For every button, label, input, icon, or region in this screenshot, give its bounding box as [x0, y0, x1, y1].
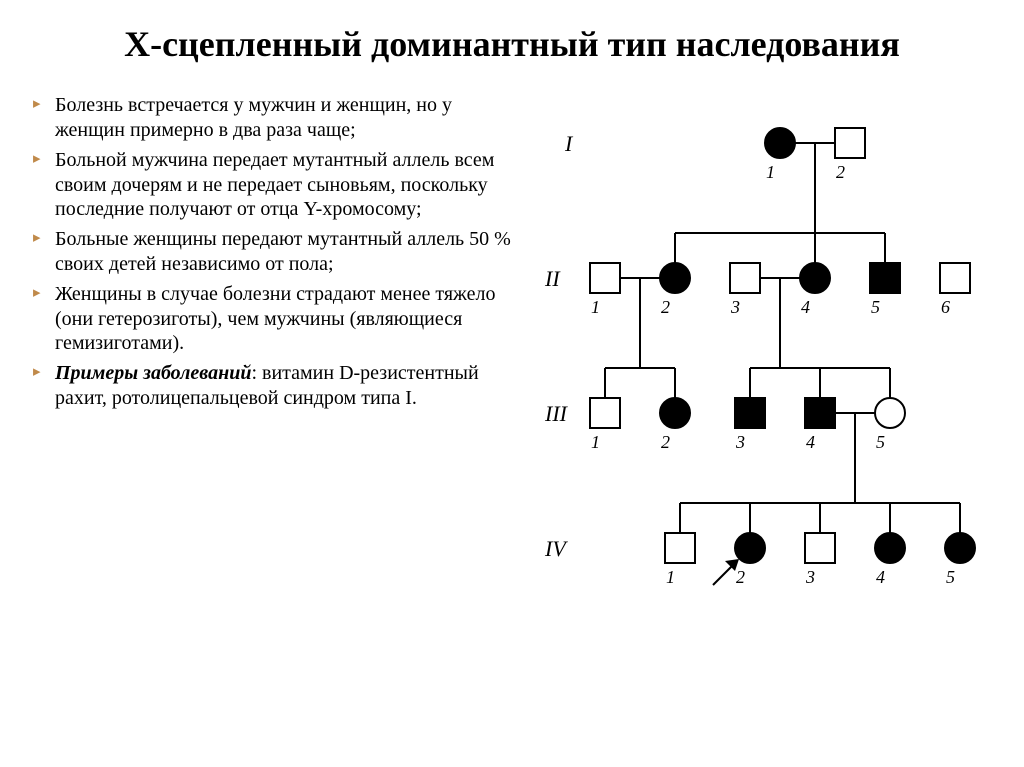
pedigree-diagram: I 1 2 II 1 2 3 4 5 6 III 1 2 3 4 5 IV 1 2 3 4 5 [525, 93, 1014, 633]
bullet-item: Женщины в случае болезни страдают менее … [30, 282, 525, 355]
male-node [835, 128, 865, 158]
male-node [665, 533, 695, 563]
female-node [800, 263, 830, 293]
male-node [870, 263, 900, 293]
node-id-label: 1 [591, 432, 600, 452]
node-id-label: 4 [801, 297, 810, 317]
bullet-item: Больной мужчина передает мутантный аллел… [30, 148, 525, 221]
female-node [660, 263, 690, 293]
node-id-label: 2 [736, 567, 745, 587]
node-id-label: 6 [941, 297, 950, 317]
examples-label: Примеры заболеваний [55, 362, 251, 384]
male-node [590, 398, 620, 428]
node-id-label: 2 [836, 162, 845, 182]
female-node [765, 128, 795, 158]
node-id-label: 4 [806, 432, 815, 452]
node-id-label: 1 [766, 162, 775, 182]
node-id-label: 5 [946, 567, 955, 587]
node-id-label: 1 [666, 567, 675, 587]
bullet-item-examples: Примеры заболеваний: витамин D-резистент… [30, 361, 525, 410]
content-row: Болезнь встречается у мужчин и женщин, н… [0, 75, 1024, 633]
page-title: Х-сцепленный доминантный тип наследовани… [0, 0, 1024, 75]
node-id-label: 5 [871, 297, 880, 317]
node-id-label: 2 [661, 432, 670, 452]
bullet-item: Болезнь встречается у мужчин и женщин, н… [30, 93, 525, 142]
node-id-label: 1 [591, 297, 600, 317]
node-id-label: 4 [876, 567, 885, 587]
generation-label: IV [544, 536, 568, 561]
male-node [805, 398, 835, 428]
male-node [805, 533, 835, 563]
node-id-label: 5 [876, 432, 885, 452]
female-node [945, 533, 975, 563]
female-node [875, 533, 905, 563]
female-node [735, 533, 765, 563]
female-node [660, 398, 690, 428]
generation-label: III [544, 401, 569, 426]
node-id-label: 2 [661, 297, 670, 317]
bullet-list: Болезнь встречается у мужчин и женщин, н… [30, 93, 525, 633]
male-node [735, 398, 765, 428]
male-node [940, 263, 970, 293]
node-id-label: 3 [730, 297, 740, 317]
node-id-label: 3 [735, 432, 745, 452]
node-id-label: 3 [805, 567, 815, 587]
male-node [590, 263, 620, 293]
bullet-item: Больные женщины передают мутантный аллел… [30, 227, 525, 276]
generation-label: II [544, 266, 561, 291]
generation-label: I [564, 131, 574, 156]
female-node [875, 398, 905, 428]
male-node [730, 263, 760, 293]
